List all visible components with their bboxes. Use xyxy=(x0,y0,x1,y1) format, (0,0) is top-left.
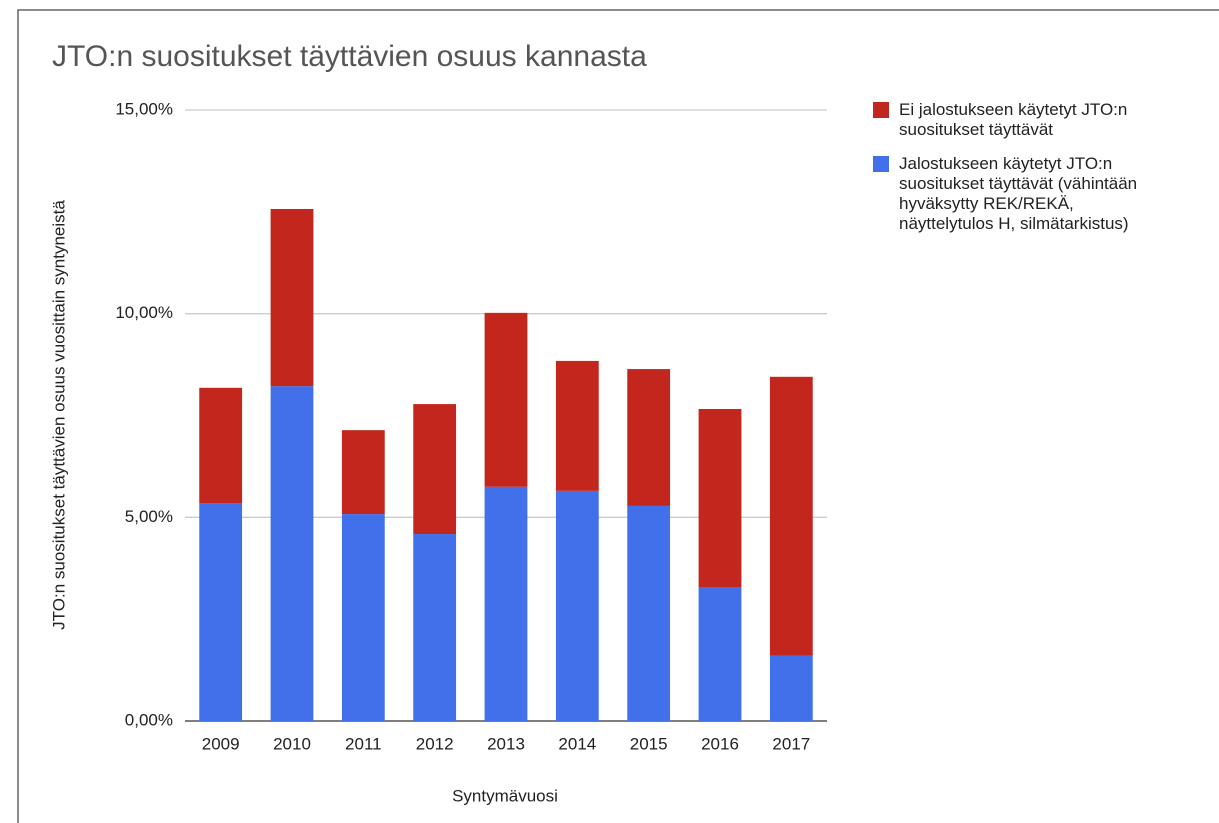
legend-label: Jalostukseen käytetyt JTO:n suositukset … xyxy=(899,154,1138,233)
bar-segment xyxy=(270,386,314,721)
legend-swatch xyxy=(873,102,889,118)
x-tick-label: 2014 xyxy=(558,734,596,753)
x-tick-label: 2011 xyxy=(345,734,382,753)
x-tick-label: 2009 xyxy=(202,734,240,753)
y-tick-label: 15,00% xyxy=(115,99,173,118)
bar-segment xyxy=(484,486,528,721)
y-tick-label: 5,00% xyxy=(125,507,173,526)
bar-segment xyxy=(698,586,742,721)
legend-item: Ei jalostukseen käytetyt JTO:n suosituks… xyxy=(873,100,1173,140)
bar-segment xyxy=(627,505,671,721)
bar-segment xyxy=(698,408,742,587)
bar-segment xyxy=(627,369,671,506)
bar-segment xyxy=(341,430,385,515)
frame xyxy=(17,9,1219,823)
x-tick-label: 2016 xyxy=(701,734,739,753)
x-axis-title: Syntymävuosi xyxy=(452,786,558,805)
bar-segment xyxy=(555,360,599,491)
y-tick-label: 10,00% xyxy=(115,303,173,322)
legend: Ei jalostukseen käytetyt JTO:n suosituks… xyxy=(873,100,1173,248)
chart-title: JTO:n suositukset täyttävien osuus kanna… xyxy=(52,40,647,73)
bar-segment xyxy=(555,490,599,721)
x-tick-label: 2012 xyxy=(416,734,454,753)
x-tick-label: 2017 xyxy=(772,734,810,753)
y-axis-title: JTO:n suositukset täyttävien osuus vuosi… xyxy=(49,200,68,630)
bar-segment xyxy=(413,534,457,721)
x-tick-label: 2010 xyxy=(273,734,311,753)
bar-segment xyxy=(270,208,314,387)
legend-item: Jalostukseen käytetyt JTO:n suositukset … xyxy=(873,154,1173,234)
bar-segment xyxy=(413,404,457,535)
bar-segment xyxy=(341,514,385,721)
bar-segment xyxy=(769,655,813,721)
legend-swatch xyxy=(873,156,889,172)
y-tick-label: 0,00% xyxy=(125,710,173,729)
bar-segment xyxy=(199,503,243,721)
bar-segment xyxy=(769,376,813,656)
x-tick-label: 2013 xyxy=(487,734,525,753)
bar-segment xyxy=(484,312,528,487)
x-tick-label: 2015 xyxy=(630,734,668,753)
bar-segment xyxy=(199,387,243,504)
legend-label: Ei jalostukseen käytetyt JTO:n suosituks… xyxy=(899,100,1128,139)
